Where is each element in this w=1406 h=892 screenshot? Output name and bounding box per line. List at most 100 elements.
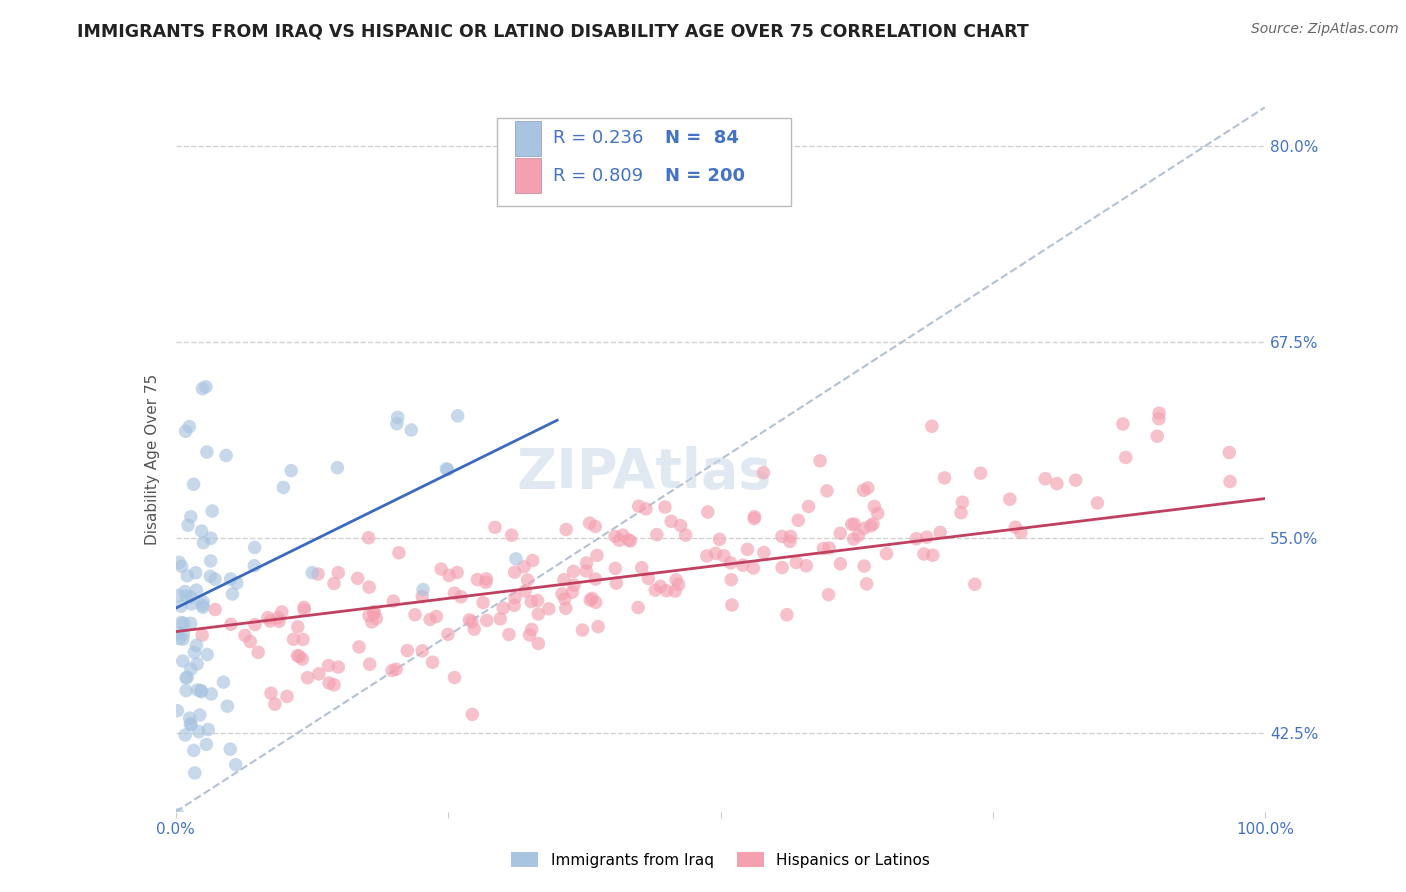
- Point: [605, 576, 627, 591]
- Point: [167, 589, 190, 603]
- Point: [219, 742, 242, 756]
- Point: [180, 597, 202, 611]
- Point: [876, 547, 898, 561]
- Point: [586, 619, 609, 633]
- Point: [200, 569, 222, 583]
- Point: [1004, 520, 1026, 534]
- Point: [852, 483, 875, 498]
- Text: ZIPAtlas: ZIPAtlas: [516, 447, 772, 500]
- Point: [853, 559, 876, 574]
- Point: [842, 532, 865, 546]
- Point: [176, 589, 198, 603]
- Point: [443, 586, 465, 600]
- Point: [422, 655, 444, 669]
- Point: [273, 480, 295, 494]
- Point: [675, 528, 697, 542]
- Point: [844, 517, 866, 532]
- Point: [905, 532, 928, 546]
- Point: [359, 657, 381, 672]
- Point: [180, 662, 202, 676]
- Point: [179, 419, 201, 434]
- Point: [204, 602, 226, 616]
- Point: [318, 676, 340, 690]
- Point: [287, 620, 309, 634]
- Point: [259, 614, 281, 628]
- Point: [363, 607, 385, 621]
- Point: [194, 380, 217, 394]
- Point: [360, 615, 382, 629]
- Point: [188, 708, 211, 723]
- Point: [1146, 429, 1168, 443]
- Point: [270, 605, 292, 619]
- Point: [634, 501, 657, 516]
- Point: [212, 675, 235, 690]
- Point: [195, 648, 218, 662]
- Point: [664, 584, 686, 599]
- Point: [434, 462, 457, 476]
- Point: [866, 507, 889, 521]
- Point: [404, 607, 426, 622]
- Point: [190, 524, 212, 538]
- Point: [503, 591, 526, 605]
- Point: [190, 685, 212, 699]
- Point: [463, 622, 485, 636]
- Point: [696, 549, 718, 563]
- Point: [522, 553, 544, 567]
- Point: [770, 529, 793, 543]
- Point: [318, 658, 340, 673]
- Point: [191, 600, 214, 615]
- Point: [1147, 411, 1170, 425]
- Point: [323, 678, 346, 692]
- Point: [425, 609, 447, 624]
- Point: [815, 483, 838, 498]
- Point: [247, 645, 270, 659]
- Point: [950, 495, 973, 509]
- Point: [1219, 475, 1241, 489]
- Point: [200, 687, 222, 701]
- Point: [1112, 417, 1135, 431]
- Point: [744, 509, 766, 524]
- Point: [385, 662, 408, 676]
- Point: [396, 643, 419, 657]
- Point: [1218, 445, 1240, 459]
- Point: [475, 572, 498, 586]
- Point: [737, 542, 759, 557]
- Point: [174, 671, 197, 685]
- Point: [607, 533, 630, 548]
- Point: [430, 562, 453, 576]
- Point: [752, 466, 775, 480]
- Point: [492, 601, 515, 615]
- Point: [501, 528, 523, 542]
- Point: [1115, 450, 1137, 465]
- Point: [170, 615, 193, 630]
- Point: [174, 584, 197, 599]
- Point: [929, 525, 952, 540]
- Point: [808, 454, 831, 468]
- Point: [387, 410, 409, 425]
- Point: [217, 699, 239, 714]
- Point: [817, 588, 839, 602]
- Point: [1033, 472, 1056, 486]
- Point: [551, 587, 574, 601]
- Point: [239, 634, 262, 648]
- Point: [307, 567, 329, 582]
- Point: [513, 559, 536, 574]
- Point: [561, 585, 583, 599]
- Point: [645, 527, 668, 541]
- Point: [288, 649, 311, 664]
- Point: [585, 595, 607, 609]
- Point: [779, 529, 801, 543]
- Point: [197, 723, 219, 737]
- Text: Source: ZipAtlas.com: Source: ZipAtlas.com: [1251, 22, 1399, 37]
- Point: [184, 814, 207, 828]
- Point: [776, 607, 799, 622]
- Text: N = 200: N = 200: [665, 167, 745, 185]
- Point: [283, 632, 305, 647]
- Point: [467, 573, 489, 587]
- Point: [516, 573, 538, 587]
- Point: [794, 558, 817, 573]
- Point: [520, 594, 543, 608]
- Point: [221, 587, 243, 601]
- Point: [644, 583, 666, 598]
- Point: [950, 506, 973, 520]
